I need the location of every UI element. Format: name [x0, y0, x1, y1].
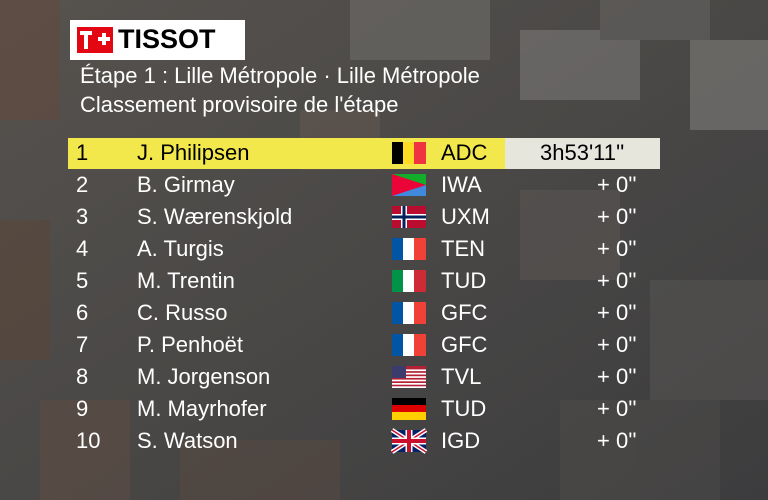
- team-code: IWA: [441, 172, 482, 197]
- time: + 0'': [597, 236, 637, 261]
- rider-name: S. Watson: [137, 428, 238, 453]
- time: + 0'': [597, 268, 637, 293]
- flag-norway: [392, 206, 426, 228]
- team-code: GFC: [441, 332, 488, 357]
- time: + 0'': [597, 172, 637, 197]
- rider-name: M. Jorgenson: [137, 364, 270, 389]
- rank: 5: [76, 268, 88, 293]
- rank: 4: [76, 236, 88, 261]
- team-code: TEN: [441, 236, 485, 261]
- flag-usa: [392, 366, 426, 388]
- rider-name: S. Wærenskjold: [137, 204, 292, 229]
- rider-name: C. Russo: [137, 300, 227, 325]
- time: + 0'': [597, 364, 637, 389]
- flag-france: [392, 334, 426, 356]
- rider-name: B. Girmay: [137, 172, 235, 197]
- rank: 10: [76, 428, 100, 453]
- rider-name: J. Philipsen: [137, 140, 250, 165]
- flag-eritrea: [392, 174, 426, 196]
- rank: 3: [76, 204, 88, 229]
- time: + 0'': [597, 396, 637, 421]
- time: + 0'': [597, 204, 637, 229]
- flag-italy: [392, 270, 426, 292]
- team-code: GFC: [441, 300, 488, 325]
- subtitle: Classement provisoire de l'étape: [80, 92, 398, 117]
- stage-title: Étape 1 : Lille Métropole · Lille Métrop…: [80, 63, 480, 88]
- rider-name: P. Penhoët: [137, 332, 243, 357]
- flag-germany: [392, 398, 426, 420]
- flag-france: [392, 238, 426, 260]
- leader-bar: [68, 138, 505, 169]
- team-code: TVL: [441, 364, 481, 389]
- time: 3h53'11'': [540, 140, 624, 165]
- team-code: UXM: [441, 204, 490, 229]
- team-code: ADC: [441, 140, 488, 165]
- rank: 7: [76, 332, 88, 357]
- logo-text: TISSOT: [118, 24, 216, 54]
- team-code: TUD: [441, 396, 486, 421]
- flag-uk: [390, 428, 428, 454]
- time: + 0'': [597, 300, 637, 325]
- team-code: IGD: [441, 428, 480, 453]
- rank: 2: [76, 172, 88, 197]
- rider-name: M. Trentin: [137, 268, 235, 293]
- rank: 9: [76, 396, 88, 421]
- time: + 0'': [597, 428, 637, 453]
- flag-belgium: [392, 142, 426, 164]
- standings: 1 J. Philipsen ADC 3h53'11'' 2 B. Girmay IWA + …: [76, 140, 637, 453]
- time: + 0'': [597, 332, 637, 357]
- rider-name: A. Turgis: [137, 236, 224, 261]
- leader-time-box: [505, 138, 660, 169]
- rider-name: M. Mayrhofer: [137, 396, 267, 421]
- logo-symbol: [80, 31, 110, 49]
- rank: 1: [76, 140, 88, 165]
- team-code: TUD: [441, 268, 486, 293]
- flag-france: [392, 302, 426, 324]
- rank: 8: [76, 364, 88, 389]
- rank: 6: [76, 300, 88, 325]
